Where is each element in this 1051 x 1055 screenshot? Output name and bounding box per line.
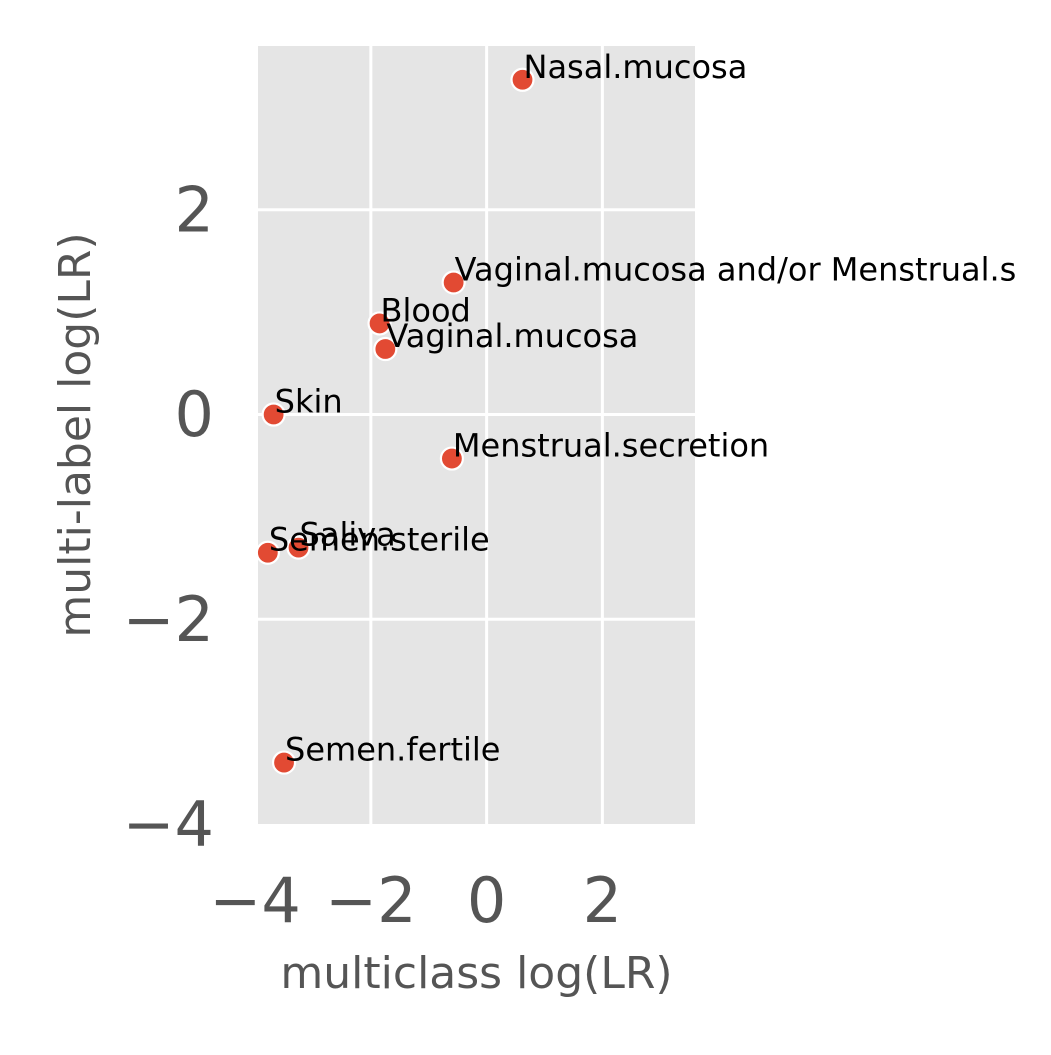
scatter-point xyxy=(510,67,535,92)
y-tick-label: −2 xyxy=(123,583,214,656)
y-tick-label: 0 xyxy=(175,378,214,451)
y-tick-label: 2 xyxy=(175,173,214,246)
point-label: Saliva xyxy=(300,516,396,554)
point-label: Vaginal.mucosa xyxy=(386,317,638,355)
point-label: Semen.sterile xyxy=(269,521,490,559)
data-points xyxy=(255,67,535,775)
x-tick-label: 0 xyxy=(467,864,506,937)
scatter-point xyxy=(367,311,392,336)
point-label: Menstrual.secretion xyxy=(453,427,769,465)
point-label: Vaginal.mucosa and/or Menstrual.s xyxy=(455,250,1017,288)
x-tick-label: −4 xyxy=(209,864,300,937)
point-label: Blood xyxy=(381,291,471,329)
scatter-point xyxy=(271,750,297,775)
point-labels: Nasal.mucosa Vaginal.mucosa and/or Menstr… xyxy=(269,48,1017,769)
scatter-point xyxy=(373,336,398,362)
scatter-point xyxy=(439,446,465,471)
point-label: Skin xyxy=(275,383,343,421)
y-tick-label: −4 xyxy=(123,788,214,861)
point-label: Nasal.mucosa xyxy=(524,48,748,86)
scatter-point xyxy=(255,540,280,565)
x-tick-label: 2 xyxy=(583,864,622,937)
x-axis-label: multiclass log(LR) xyxy=(280,948,672,999)
y-axis-label: multi-label log(LR) xyxy=(50,232,101,637)
scatter-point xyxy=(441,270,466,295)
scatter-point xyxy=(261,402,286,427)
x-tick-label: −2 xyxy=(325,864,416,937)
point-label: Semen.fertile xyxy=(285,731,500,769)
grid-lines xyxy=(258,46,695,824)
scatter-point xyxy=(286,535,311,560)
plot-panel xyxy=(258,46,695,824)
tick-labels: −4 −2 0 2 −4 −2 0 2 xyxy=(123,173,623,937)
